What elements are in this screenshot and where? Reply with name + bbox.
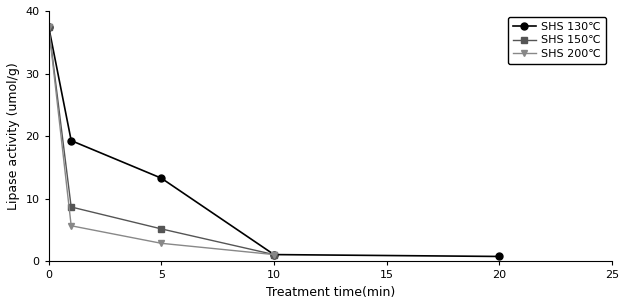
SHS 130℃ xyxy=(270,253,278,256)
SHS 200℃ xyxy=(68,224,75,228)
SHS 200℃ xyxy=(45,25,53,28)
X-axis label: Treatment time(min): Treatment time(min) xyxy=(265,286,395,299)
Legend: SHS 130℃, SHS 150℃, SHS 200℃: SHS 130℃, SHS 150℃, SHS 200℃ xyxy=(508,17,607,64)
Line: SHS 150℃: SHS 150℃ xyxy=(45,23,277,258)
Line: SHS 130℃: SHS 130℃ xyxy=(45,23,503,260)
SHS 130℃ xyxy=(158,176,165,180)
Line: SHS 200℃: SHS 200℃ xyxy=(45,23,277,258)
SHS 150℃ xyxy=(45,25,53,28)
SHS 130℃ xyxy=(68,139,75,142)
SHS 200℃ xyxy=(158,241,165,245)
SHS 200℃ xyxy=(270,253,278,256)
SHS 150℃ xyxy=(158,227,165,231)
SHS 130℃ xyxy=(496,255,503,258)
SHS 150℃ xyxy=(270,253,278,256)
Y-axis label: Lipase activity (umol/g): Lipase activity (umol/g) xyxy=(7,62,20,210)
SHS 130℃ xyxy=(45,25,53,28)
SHS 150℃ xyxy=(68,205,75,209)
